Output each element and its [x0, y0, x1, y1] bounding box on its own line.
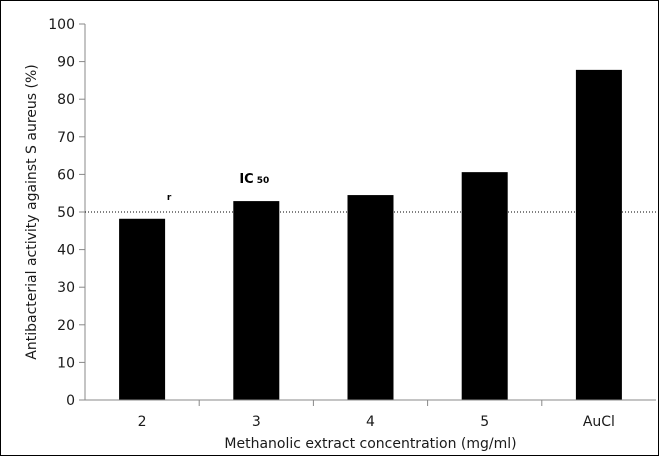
y-tick-label: 70 [57, 130, 75, 146]
bar-2 [119, 218, 166, 400]
y-axis-label: Antibacterial activity against S aureus … [24, 64, 40, 359]
r-annotation: r [167, 193, 172, 203]
x-tick-label: AuCl [583, 414, 615, 430]
x-tick-label: 5 [480, 414, 489, 430]
y-tick-label: 20 [57, 318, 75, 334]
x-tick-label: 3 [252, 414, 261, 430]
y-tick-label: 0 [66, 393, 75, 409]
bars [119, 69, 622, 400]
ic50-annotation: IC 50 [239, 172, 269, 187]
bar-5 [461, 172, 508, 400]
x-tick-label: 4 [366, 414, 375, 430]
bar-AuCl [575, 69, 622, 400]
y-tick-label: 90 [57, 55, 75, 71]
y-tick-label: 30 [57, 280, 75, 296]
y-tick-label: 50 [57, 205, 75, 221]
x-axis-label: Methanolic extract concentration (mg/ml) [224, 436, 516, 452]
x-axis-ticks: 2 3 4 5 AuCl [138, 400, 615, 430]
annotations: IC 50 r [167, 172, 269, 203]
y-tick-label: 40 [57, 243, 75, 259]
x-tick-label: 2 [138, 414, 147, 430]
bar-4 [347, 195, 394, 400]
y-tick-label: 100 [48, 17, 75, 33]
bar-3 [233, 201, 280, 400]
y-tick-label: 10 [57, 355, 75, 371]
y-tick-label: 80 [57, 92, 75, 108]
y-tick-label: 60 [57, 167, 75, 183]
y-axis-ticks: 0 10 20 30 40 50 60 70 80 90 100 [48, 17, 85, 409]
